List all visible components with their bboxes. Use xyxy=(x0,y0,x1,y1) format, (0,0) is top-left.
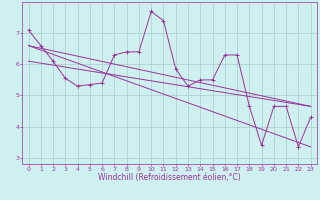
X-axis label: Windchill (Refroidissement éolien,°C): Windchill (Refroidissement éolien,°C) xyxy=(98,173,241,182)
